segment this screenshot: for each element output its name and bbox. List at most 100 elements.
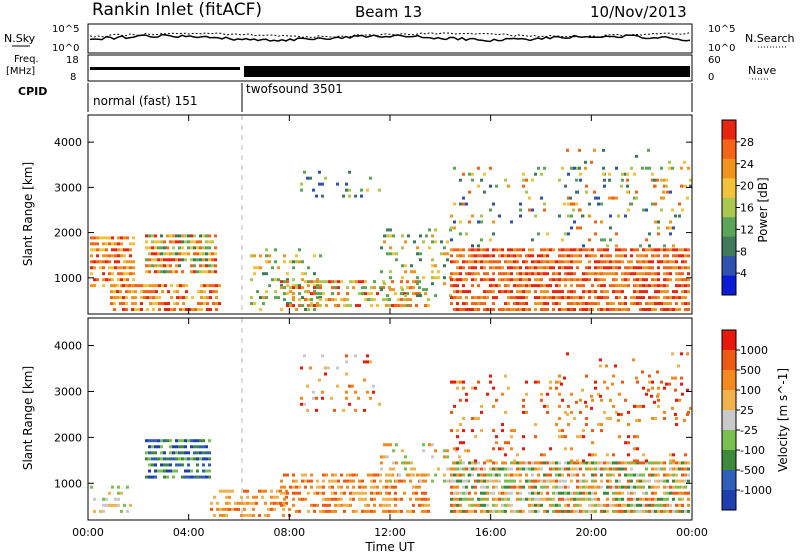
heatmap-cell xyxy=(645,284,648,288)
heatmap-cell xyxy=(123,236,126,240)
y-tick-label: 1000 xyxy=(54,477,82,490)
heatmap-cell xyxy=(489,208,492,212)
heatmap-cell xyxy=(286,491,289,495)
heatmap-cell xyxy=(167,302,170,306)
heatmap-cell xyxy=(465,392,468,396)
heatmap-cell xyxy=(453,284,456,288)
heatmap-cell xyxy=(148,475,151,479)
heatmap-cell xyxy=(105,497,108,501)
heatmap-cell xyxy=(119,296,122,300)
heatmap-cell xyxy=(331,491,334,495)
heatmap-cell xyxy=(525,278,528,282)
heatmap-cell xyxy=(468,260,471,264)
heatmap-cell xyxy=(489,284,492,288)
heatmap-cell xyxy=(152,290,155,294)
heatmap-cell xyxy=(373,503,376,507)
heatmap-cell xyxy=(456,435,459,439)
heatmap-cell xyxy=(633,196,636,200)
heatmap-cell xyxy=(663,509,666,513)
heatmap-cell xyxy=(459,380,462,384)
heatmap-cell xyxy=(627,491,630,495)
heatmap-cell xyxy=(672,266,675,270)
heatmap-cell xyxy=(495,485,498,489)
heatmap-cell xyxy=(558,272,561,276)
heatmap-cell xyxy=(240,513,243,517)
heatmap-cell xyxy=(122,296,125,300)
heatmap-cell xyxy=(606,416,609,420)
heatmap-cell xyxy=(303,354,306,358)
heatmap-cell xyxy=(108,236,111,240)
heatmap-cell xyxy=(361,497,364,501)
colorbar-block xyxy=(722,470,736,491)
heatmap-cell xyxy=(331,280,334,284)
heatmap-cell xyxy=(660,284,663,288)
y-tick-label: 3000 xyxy=(54,181,82,194)
heatmap-cell xyxy=(576,266,579,270)
heatmap-cell xyxy=(146,290,149,294)
heatmap-cell xyxy=(666,272,669,276)
heatmap-cell xyxy=(558,248,561,252)
heatmap-cell xyxy=(558,374,561,378)
heatmap-cell xyxy=(334,280,337,284)
heatmap-cell xyxy=(163,451,166,455)
heatmap-cell xyxy=(681,491,684,495)
heatmap-cell xyxy=(657,232,660,236)
nsearch-tick-top: 10^5 xyxy=(708,24,735,35)
heatmap-cell xyxy=(636,485,639,489)
heatmap-cell xyxy=(151,439,154,443)
heatmap-cell xyxy=(322,292,325,296)
heatmap-cell xyxy=(480,220,483,224)
heatmap-cell xyxy=(621,503,624,507)
heatmap-cell xyxy=(370,473,373,477)
heatmap-cell xyxy=(292,260,295,264)
heatmap-cell xyxy=(615,509,618,513)
heatmap-cell xyxy=(108,254,111,258)
nsky-trace xyxy=(89,33,691,43)
heatmap-cell xyxy=(143,296,146,300)
heatmap-cell xyxy=(389,234,392,238)
heatmap-cell xyxy=(376,292,379,296)
heatmap-cell xyxy=(591,308,594,312)
heatmap-cell xyxy=(672,290,675,294)
heatmap-cell xyxy=(193,234,196,238)
heatmap-cell xyxy=(510,435,513,439)
heatmap-cell xyxy=(456,479,459,483)
heatmap-cell xyxy=(140,302,143,306)
heatmap-cell xyxy=(389,467,392,471)
heatmap-cell xyxy=(301,473,304,477)
heatmap-cell xyxy=(340,497,343,501)
heatmap-cell xyxy=(459,266,462,270)
heatmap-cell xyxy=(609,302,612,306)
heatmap-cell xyxy=(618,260,621,264)
heatmap-cell xyxy=(558,491,561,495)
heatmap-cell xyxy=(495,398,498,402)
heatmap-cell xyxy=(657,296,660,300)
heatmap-cell xyxy=(372,390,375,394)
heatmap-cell xyxy=(672,479,675,483)
heatmap-cell xyxy=(337,479,340,483)
heatmap-cell xyxy=(164,302,167,306)
heatmap-cell xyxy=(319,509,322,513)
heatmap-cell xyxy=(522,435,525,439)
heatmap-cell xyxy=(316,280,319,284)
heatmap-cell xyxy=(492,404,495,408)
heatmap-cell xyxy=(648,485,651,489)
heatmap-cell xyxy=(621,491,624,495)
heatmap-cell xyxy=(200,302,203,306)
heatmap-cell xyxy=(666,260,669,264)
heatmap-cell xyxy=(663,467,666,471)
heatmap-cell xyxy=(483,260,486,264)
heatmap-cell xyxy=(651,272,654,276)
heatmap-cell xyxy=(471,248,474,252)
heatmap-cell xyxy=(534,272,537,276)
heatmap-cell xyxy=(669,485,672,489)
heatmap-cell xyxy=(663,308,666,312)
heatmap-cell xyxy=(567,196,570,200)
heatmap-cell xyxy=(525,272,528,276)
heatmap-cell xyxy=(348,170,351,174)
heatmap-cell xyxy=(654,278,657,282)
heatmap-cell xyxy=(594,473,597,477)
heatmap-cell xyxy=(615,166,618,170)
heatmap-cell xyxy=(642,254,645,258)
heatmap-cell xyxy=(453,308,456,312)
